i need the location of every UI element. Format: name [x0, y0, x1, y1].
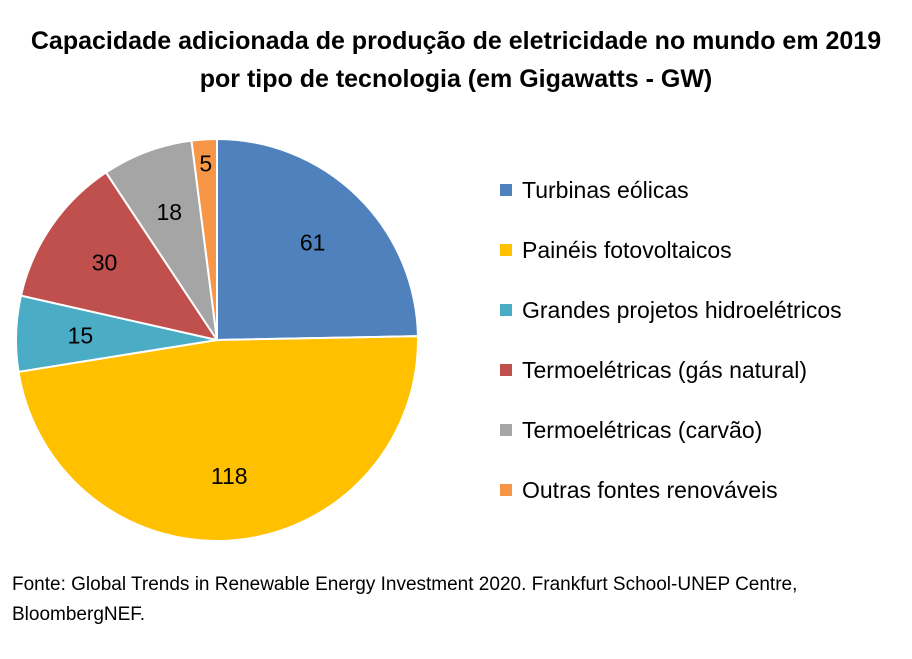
legend-label: Termoelétricas (carvão): [522, 416, 763, 443]
legend-label: Painéis fotovoltaicos: [522, 236, 732, 263]
chart-subtitle: por tipo de tecnologia (em Gigawatts - G…: [199, 65, 713, 93]
legend-swatch: [500, 484, 512, 496]
legend-item-2: Painéis fotovoltaicos: [500, 220, 900, 280]
data-label-2: 118: [211, 463, 248, 489]
legend-item-5: Termoelétricas (carvão): [500, 400, 900, 460]
pie-slice-1: [216, 137, 419, 342]
pie-slice-6: [190, 137, 218, 341]
chart-legend: Turbinas eólicas Painéis fotovoltaicos Gra…: [500, 160, 900, 520]
legend-item-4: Termoelétricas (gás natural): [500, 340, 900, 400]
legend-swatch: [500, 364, 512, 376]
legend-item-6: Outras fontes renováveis: [500, 460, 900, 520]
legend-swatch: [500, 304, 512, 316]
legend-label: Outras fontes renováveis: [522, 476, 778, 503]
data-label-4: 30: [92, 249, 118, 275]
data-label-5: 18: [157, 199, 183, 225]
pie-slice-2: [17, 335, 419, 542]
legend-item-1: Turbinas eólicas: [500, 160, 900, 220]
pie-slice-4: [19, 171, 220, 342]
legend-item-3: Grandes projetos hidroelétricos: [500, 280, 900, 340]
data-label-3: 15: [68, 323, 94, 349]
chart-title: Capacidade adicionada de produção de ele…: [30, 27, 882, 55]
legend-swatch: [500, 244, 512, 256]
legend-label: Turbinas eólicas: [522, 176, 689, 203]
chart-source: Fonte: Global Trends in Renewable Energy…: [12, 574, 798, 625]
legend-label: Termoelétricas (gás natural): [522, 356, 808, 383]
data-label-6: 5: [199, 151, 212, 177]
legend-label: Grandes projetos hidroelétricos: [522, 296, 842, 323]
pie-chart: 61 118 15 30 18 5: [15, 137, 419, 542]
legend-swatch: [500, 424, 512, 436]
chart-title-block: Capacidade adicionada de produção de ele…: [0, 22, 912, 98]
legend-swatch: [500, 184, 512, 196]
data-label-1: 61: [300, 229, 326, 255]
